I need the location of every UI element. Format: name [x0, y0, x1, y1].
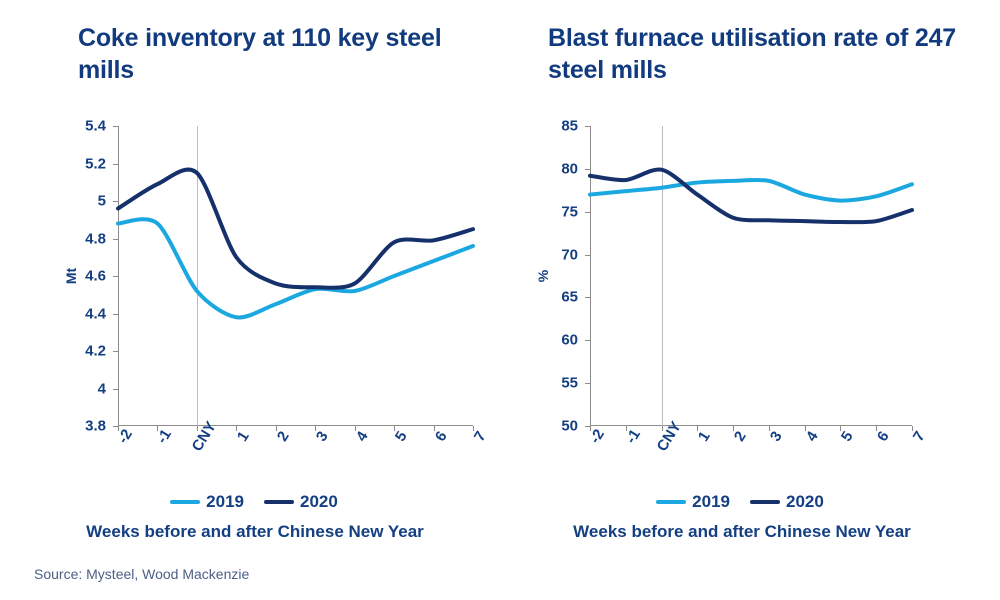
page-title-secondary: Blast furnace utilisation rate of 247 st… [548, 24, 956, 84]
x-axis-tick-mark [433, 426, 435, 431]
y-axis-tick-mark [113, 276, 118, 277]
y-axis-tick-mark [113, 163, 118, 165]
y-axis-tick-mark [585, 211, 590, 213]
x-axis-line [590, 425, 912, 426]
y-axis-tick-label: 3.8 [85, 417, 106, 435]
y-axis-tick-mark [585, 340, 590, 342]
x-axis-tick-mark [315, 426, 317, 431]
x-axis-tick-mark [804, 426, 806, 431]
x-axis-line [118, 425, 473, 426]
y-axis-tick-label: 65 [561, 288, 578, 306]
legend-swatch-icon [750, 500, 780, 504]
chart-panel-blast-furnace: Blast furnace utilisation rate of 247 st… [500, 0, 1000, 600]
legend-swatch-icon [656, 500, 687, 504]
y-axis-line [118, 126, 119, 426]
x-axis-tick-mark [733, 426, 735, 431]
series-lines [588, 167, 914, 225]
legend-item-2019[interactable]: 2019 [170, 492, 244, 512]
x-axis-tick-mark [840, 426, 842, 431]
legend-item-2020[interactable]: 2020 [750, 492, 824, 512]
y-axis-tick-mark [113, 238, 118, 240]
y-axis-tick-label: 5 [97, 192, 106, 210]
x-axis-tick-mark [625, 426, 627, 431]
legend-item-2019[interactable]: 2019 [656, 492, 730, 512]
chart-panel-coke-inventory: Coke inventory at 110 key steel mills 5.… [63, 24, 490, 541]
source-note: Source: Mysteel, Wood Mackenzie [34, 566, 250, 582]
y-axis-tick-label: 5.2 [85, 155, 106, 172]
series-line-2019 [588, 177, 914, 203]
x-axis-ticks: -2 -1 CNY 1 2 3 4 5 6 7 [586, 419, 928, 486]
x-axis-tick-mark [768, 426, 770, 431]
y-axis-tick-label: 4.4 [85, 305, 106, 322]
cny-reference-line [196, 126, 198, 426]
legend-swatch-icon [264, 500, 294, 504]
series-line-2020 [588, 167, 914, 225]
series-lines [116, 167, 475, 320]
legend-label: 2019 [206, 492, 244, 511]
legend-label: 2020 [786, 492, 824, 511]
x-axis-tick-mark [354, 426, 356, 431]
x-axis-tick-mark [196, 426, 198, 431]
y-axis-tick-mark [585, 254, 590, 256]
legend-label: 2020 [300, 492, 338, 511]
y-axis-tick-mark [113, 313, 118, 315]
y-axis-label: Mt [63, 267, 79, 285]
legend-swatch-icon [170, 500, 201, 504]
chart-legend: 2019 2020 [4, 492, 504, 512]
y-axis-tick-label: 70 [561, 246, 578, 264]
x-axis-caption: Weeks before and after Chinese New Year [573, 522, 911, 541]
series-line-2020 [116, 167, 475, 290]
page-title: Coke inventory at 110 key steel mills [78, 24, 442, 84]
x-axis-tick-mark [876, 426, 878, 431]
series-line-2019 [116, 217, 475, 320]
legend-label: 2019 [692, 492, 730, 511]
x-axis-ticks: -2 -1 CNY 1 2 3 4 5 6 7 [114, 419, 489, 486]
y-axis-tick-mark [585, 126, 590, 127]
x-axis-tick-mark [473, 426, 474, 431]
y-axis-tick-mark [585, 297, 590, 299]
x-axis-tick-mark [394, 426, 396, 431]
x-axis-tick-mark [275, 426, 277, 431]
y-axis-tick-mark [585, 168, 590, 170]
y-axis-tick-mark [113, 426, 118, 427]
x-axis-tick-mark [157, 426, 159, 431]
y-axis-tick-label: 5.4 [85, 117, 106, 135]
y-axis-tick-label: 50 [561, 417, 578, 435]
y-axis-tick-mark [113, 351, 118, 352]
y-axis-tick-mark [585, 426, 590, 427]
x-axis-tick-mark [697, 426, 699, 431]
y-axis-tick-label: 55 [561, 374, 578, 392]
y-axis-tick-mark [113, 388, 118, 390]
legend-item-2020[interactable]: 2020 [264, 492, 338, 512]
y-axis-tick-label: 85 [561, 117, 578, 135]
chart-legend: 2019 2020 [490, 492, 990, 512]
x-axis-tick-mark [118, 426, 119, 431]
y-axis-tick-label: 60 [561, 331, 578, 349]
y-axis-tick-label: 4.8 [85, 230, 106, 247]
y-axis-tick-mark [585, 383, 590, 385]
y-axis-tick-mark [113, 201, 118, 202]
plot-area-blast-furnace: 85 80 75 70 65 60 55 50 % -2 -1 CNY 1 2 3 4 5 6 7 [535, 118, 929, 455]
y-axis-tick-label: 4.6 [85, 267, 106, 285]
x-axis-tick-mark [590, 426, 591, 431]
y-axis-tick-label: 4 [97, 380, 106, 397]
y-axis-line [590, 126, 591, 426]
x-axis-tick-mark [661, 426, 663, 431]
y-axis-tick-label: 75 [561, 203, 578, 221]
plot-area-coke-inventory: 5.4 5.2 5 4.8 4.6 4.4 4.2 4 3.8 Mt -2 -1 CNY 1 2 3 4 5 6… [63, 118, 490, 455]
y-axis-tick-label: 4.2 [85, 342, 106, 360]
y-axis-tick-label: 80 [561, 160, 578, 178]
x-axis-tick-mark [912, 426, 913, 431]
x-axis-tick-mark [236, 426, 238, 431]
y-axis-label: % [535, 269, 551, 283]
cny-reference-line [661, 126, 663, 426]
x-axis-caption: Weeks before and after Chinese New Year [86, 522, 424, 541]
y-axis-tick-mark [113, 126, 118, 127]
